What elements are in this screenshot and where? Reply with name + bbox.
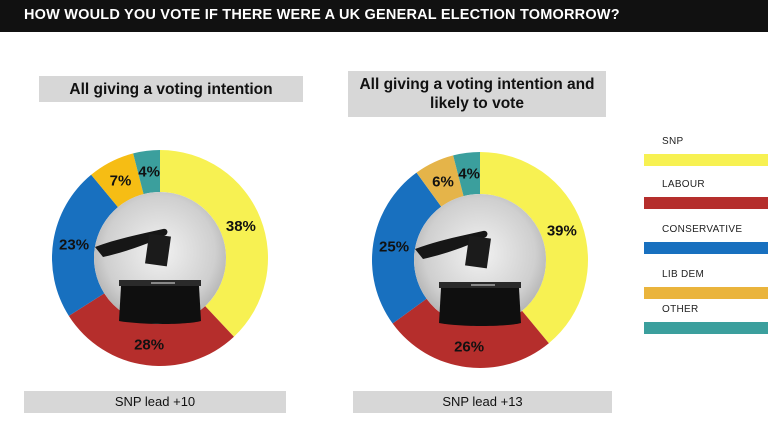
slice-label-snp: 38% (226, 218, 256, 235)
slice-snp (160, 150, 268, 337)
slice-conservative (372, 172, 442, 324)
legend-swatch (644, 154, 768, 166)
legend-label: SNP (662, 136, 684, 147)
legend-swatch (644, 322, 768, 334)
slice-labour (392, 298, 549, 368)
slice-conservative (52, 174, 118, 316)
legend-swatch (644, 197, 768, 209)
slice-lib-dem (416, 155, 464, 207)
donut-chart-likely-voters: 39% 26% 25% 6% 4% (372, 152, 588, 368)
legend-label: CONSERVATIVE (662, 224, 743, 235)
slice-label-conservative: 25% (379, 238, 409, 255)
slice-labour (68, 293, 234, 366)
legend-label: LABOUR (662, 179, 705, 190)
ballot-box-icon (415, 230, 521, 326)
slice-label-other: 4% (138, 164, 160, 181)
legend-swatch (644, 287, 768, 299)
legend-swatch (644, 242, 768, 254)
chart-2-title: All giving a voting intention and likely… (348, 71, 606, 117)
slice-lib-dem (91, 153, 144, 208)
slice-label-lib-dem: 7% (110, 172, 132, 189)
chart-1-title: All giving a voting intention (39, 76, 303, 102)
page-title: HOW WOULD YOU VOTE IF THERE WERE A UK GE… (24, 7, 620, 23)
slice-other (133, 150, 160, 195)
slice-other (453, 152, 480, 197)
slice-label-lib-dem: 6% (432, 173, 454, 190)
header-bar: HOW WOULD YOU VOTE IF THERE WERE A UK GE… (0, 0, 768, 32)
slice-label-labour: 26% (454, 338, 484, 355)
chart-1-lead-label: SNP lead +10 (24, 391, 286, 413)
ballot-box-icon (95, 228, 201, 324)
legend-label: OTHER (662, 304, 699, 315)
legend: SNP LABOUR CONSERVATIVE LIB DEM OTHER (644, 136, 768, 336)
slice-label-snp: 39% (547, 223, 577, 240)
slice-label-labour: 28% (134, 336, 164, 353)
slice-label-other: 4% (458, 166, 480, 183)
legend-label: LIB DEM (662, 269, 705, 280)
donut-chart-all-voters: 38% 28% 23% 7% 4% (52, 150, 268, 366)
slice-label-conservative: 23% (59, 236, 89, 253)
chart-2-lead-label: SNP lead +13 (353, 391, 612, 413)
slice-snp (480, 152, 588, 344)
